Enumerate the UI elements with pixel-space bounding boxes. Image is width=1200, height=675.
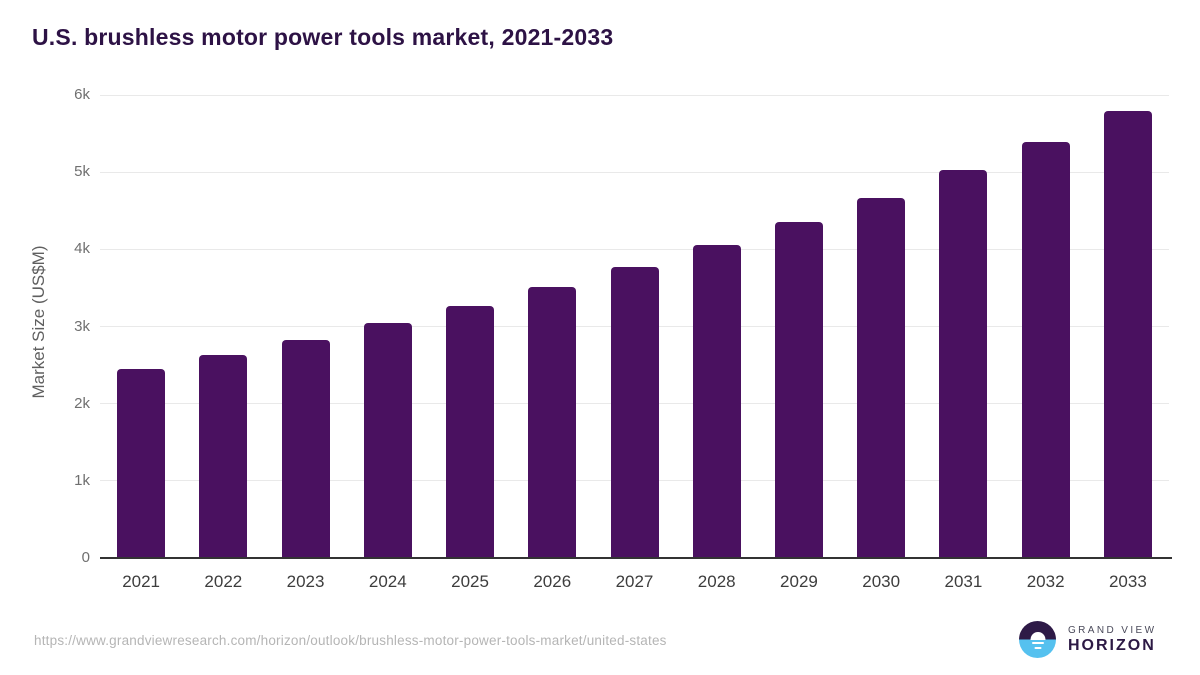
x-tick-label: 2030 <box>862 572 901 591</box>
bar-2030[interactable] <box>857 198 906 558</box>
y-tick-label: 5k <box>74 163 90 181</box>
x-axis-line <box>100 557 1172 559</box>
reflection-stripe <box>1034 646 1041 649</box>
plot-area <box>100 94 1169 558</box>
y-tick-label: 0 <box>81 549 90 566</box>
horizon-sunset-icon <box>1019 621 1056 658</box>
bar-2025[interactable] <box>446 306 495 558</box>
sun-shape <box>1030 632 1045 640</box>
x-tick-label: 2021 <box>122 572 161 591</box>
bar-2028[interactable] <box>692 245 741 558</box>
x-tick-label: 2025 <box>451 572 489 591</box>
gridline <box>100 94 1169 96</box>
logo-product-name: HORIZON <box>1068 636 1156 654</box>
logo-brand-name: GRAND VIEW <box>1068 624 1157 636</box>
x-tick-label: 2023 <box>286 572 325 591</box>
y-tick-label: 6k <box>74 86 90 103</box>
bar-2029[interactable] <box>774 222 823 558</box>
gridline <box>100 171 1169 173</box>
x-tick-label: 2024 <box>368 572 407 591</box>
y-tick-label: 3k <box>74 317 90 335</box>
bar-2026[interactable] <box>528 287 577 558</box>
x-tick-label: 2033 <box>1108 572 1147 591</box>
bar-2031[interactable] <box>939 169 988 558</box>
gridline <box>100 248 1169 250</box>
x-tick-label: 2029 <box>780 572 818 591</box>
source-url: https://www.grandviewresearch.com/horizo… <box>34 633 667 648</box>
x-tick-label: 2028 <box>697 572 736 591</box>
y-axis-tick-labels: 0 1k 2k 3k 4k 5k 6k <box>0 87 90 566</box>
x-tick-label: 2031 <box>944 572 983 591</box>
x-tick-label: 2022 <box>204 572 243 591</box>
bar-2032[interactable] <box>1021 142 1070 558</box>
page-title: U.S. brushless motor power tools market,… <box>32 24 614 50</box>
y-tick-label: 2k <box>74 394 90 412</box>
bar-2021[interactable] <box>117 368 166 558</box>
bar-2033[interactable] <box>1103 111 1152 558</box>
x-axis-tick-labels: 2021 2022 2023 2024 2025 2026 2027 2028 2029 2030… <box>100 572 1169 596</box>
grand-view-horizon-logo: GRAND VIEW HORIZON <box>1019 621 1156 658</box>
x-tick-label: 2027 <box>615 572 654 591</box>
bar-2022[interactable] <box>199 355 248 558</box>
bar-2027[interactable] <box>610 267 659 558</box>
y-tick-label: 1k <box>74 471 90 489</box>
bar-2023[interactable] <box>281 340 330 558</box>
x-tick-label: 2026 <box>533 572 572 591</box>
y-tick-label: 4k <box>74 240 90 258</box>
logo-text: GRAND VIEW HORIZON <box>1068 625 1156 655</box>
reflection-stripe <box>1031 641 1044 644</box>
x-tick-label: 2032 <box>1026 572 1065 591</box>
bar-2024[interactable] <box>363 323 412 558</box>
